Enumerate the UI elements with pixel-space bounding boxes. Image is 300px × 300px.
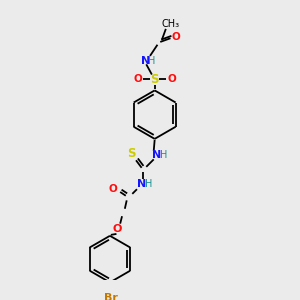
Text: N: N	[137, 178, 146, 189]
Text: Br: Br	[104, 293, 118, 300]
Text: H: H	[148, 56, 156, 66]
Text: O: O	[113, 224, 122, 234]
Text: H: H	[146, 178, 153, 189]
Text: S: S	[150, 73, 159, 86]
Text: N: N	[152, 150, 161, 160]
Text: S: S	[127, 147, 136, 160]
Text: O: O	[172, 32, 181, 42]
Text: O: O	[167, 74, 176, 84]
Text: CH₃: CH₃	[161, 19, 180, 29]
Text: O: O	[108, 184, 117, 194]
Text: N: N	[141, 56, 150, 66]
Text: O: O	[134, 74, 142, 84]
Text: H: H	[160, 150, 168, 160]
